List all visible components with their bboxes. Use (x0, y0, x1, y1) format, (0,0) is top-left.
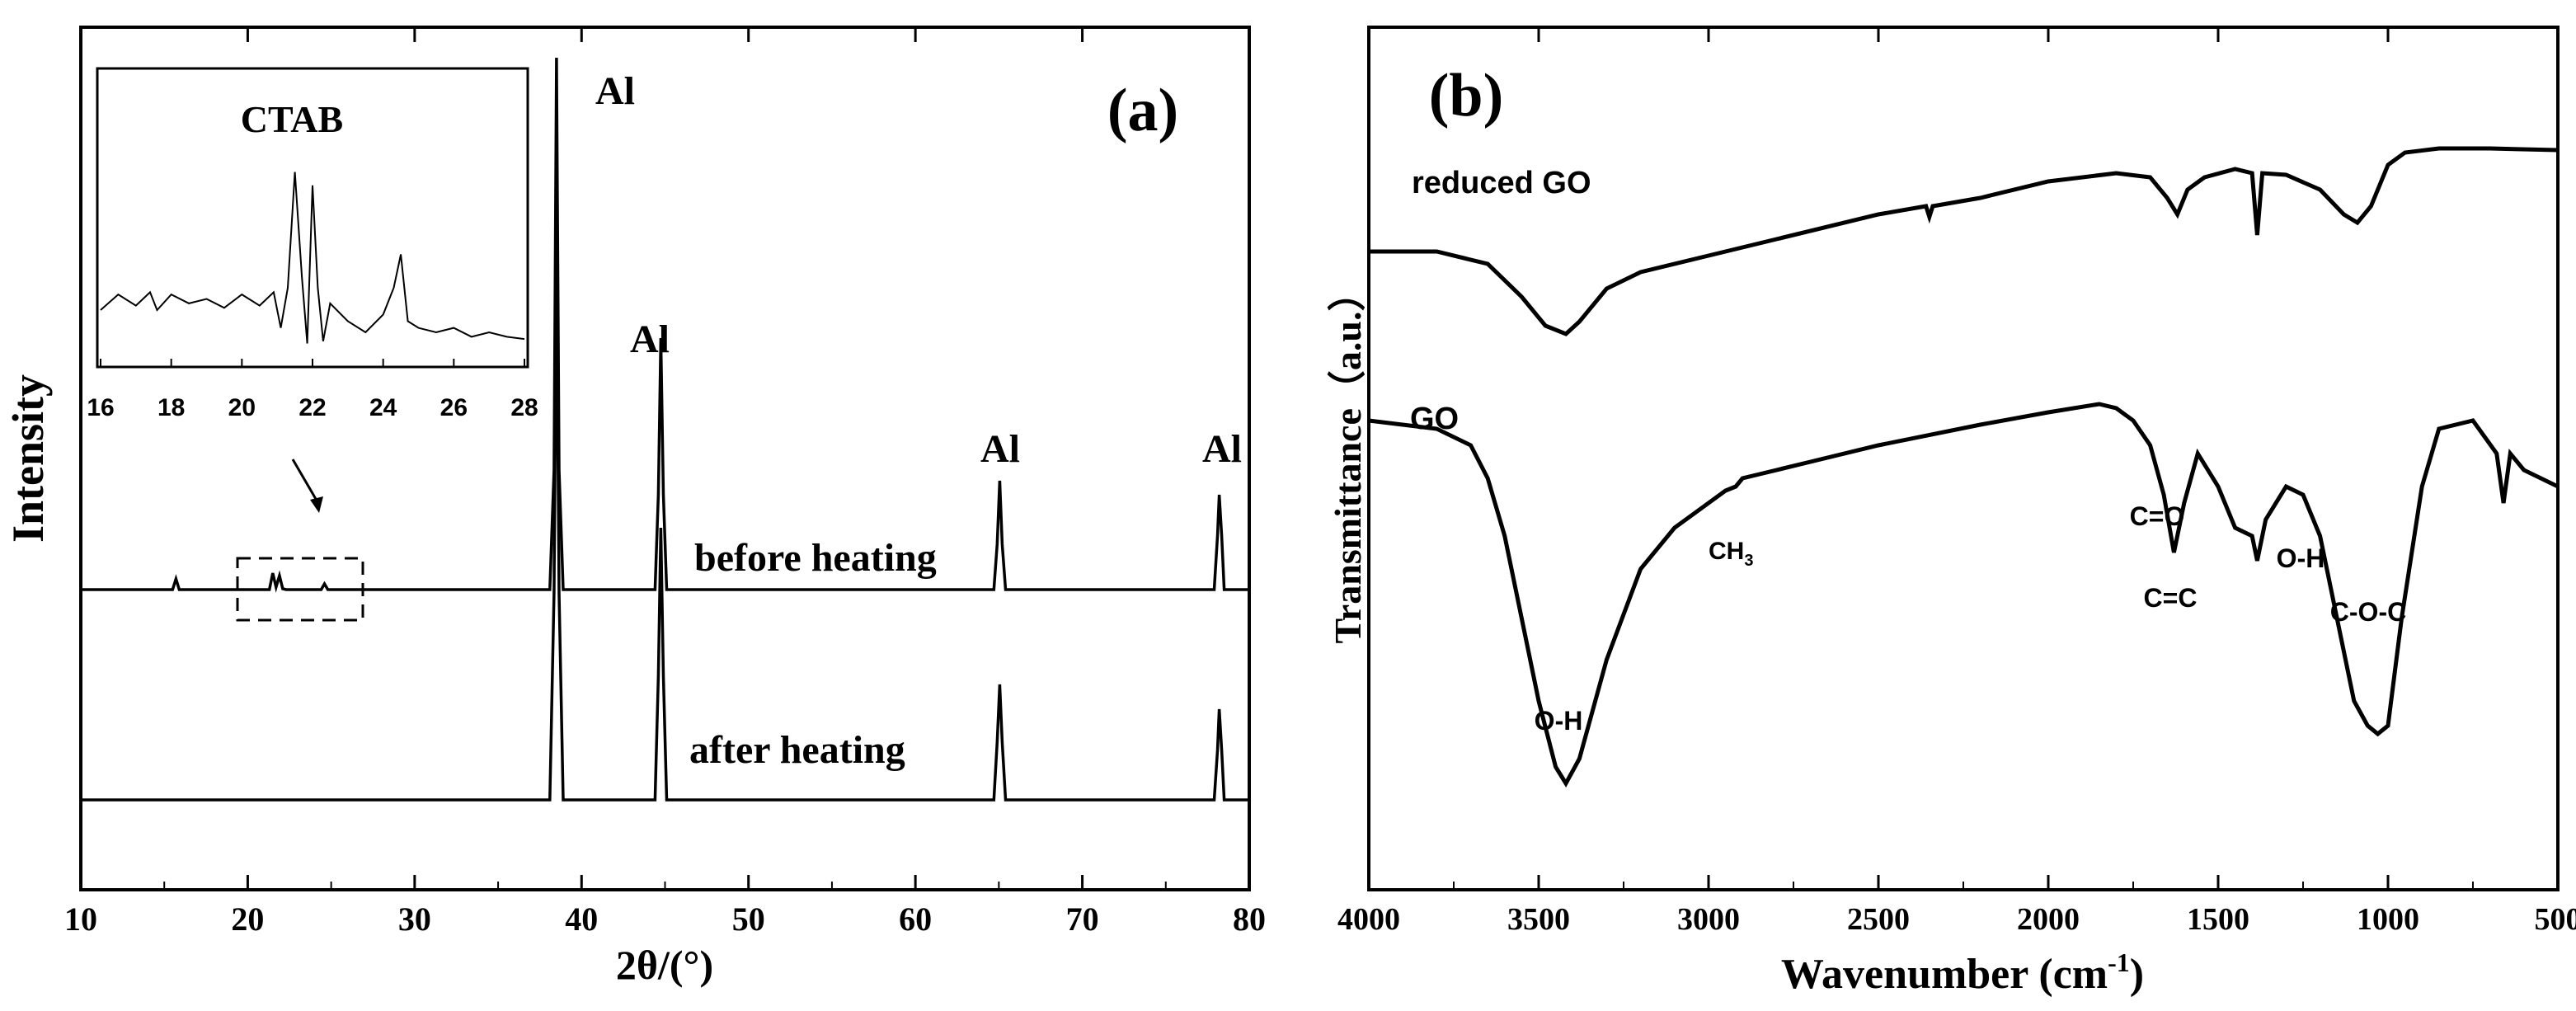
series-after-heating-line (81, 263, 1249, 802)
x-tick-label: 1000 (2357, 902, 2419, 937)
inset-frame (96, 67, 529, 369)
x-tick-label: 50 (732, 900, 765, 938)
inset-x-tick-label: 26 (440, 394, 468, 421)
series-label-after-heating: after heating (689, 728, 905, 772)
band-label-ch3-subscript: 3 (1744, 552, 1753, 570)
x-tick-label: 2000 (2017, 902, 2080, 937)
panel-b-x-axis-label-superscript: -1 (2108, 948, 2130, 977)
inset-x-tick-label: 18 (157, 394, 185, 421)
inset-x-tick-label: 16 (87, 394, 114, 421)
x-tick-label: 10 (64, 900, 97, 938)
inset-x-tick-label: 24 (369, 394, 397, 421)
series-go-line (1368, 402, 2560, 788)
panel-b-frame (1367, 26, 2560, 891)
x-tick-label: 60 (899, 900, 932, 938)
inset-pointer-arrowhead (310, 496, 323, 513)
x-tick-label: 500 (2535, 902, 2576, 937)
peak-label-al-65: Al (980, 427, 1020, 471)
peak-label-al-45: Al (630, 317, 670, 361)
inset-x-axis-ticks: 16 18 20 22 24 26 28 (87, 359, 538, 421)
peak-label-al-78: Al (1202, 427, 1242, 471)
x-tick-label: 2500 (1847, 902, 1910, 937)
band-label-c-double-o: C=O (2130, 501, 2185, 531)
series-label-reduced-go: reduced GO (1412, 166, 1591, 200)
band-label-c-double-c: C=C (2144, 583, 2198, 613)
band-label-ch3-text: CH (1709, 538, 1744, 565)
x-tick-label: 80 (1233, 900, 1266, 938)
series-label-go: GO (1410, 402, 1459, 436)
panel-a-y-axis-label: Intensity (3, 374, 53, 543)
inset-x-tick-label: 20 (228, 394, 256, 421)
band-label-c-o-c: C-O-C (2330, 597, 2406, 627)
inset-ctab-line (100, 172, 525, 344)
inset-x-tick-label: 22 (298, 394, 326, 421)
panel-a: 10 20 30 40 50 60 70 80 2θ/(°) Intensity (a) Al… (3, 26, 1266, 988)
x-tick-label: 30 (398, 900, 431, 938)
inset-x-tick-label: 28 (510, 394, 538, 421)
panel-a-x-axis-label: 2θ/(°) (616, 942, 713, 988)
panel-b-x-axis-label: Wavenumber (cm-1) (1781, 948, 2144, 998)
panel-b-y-axis-label: Transmittance（a.u.） (1327, 274, 1369, 644)
band-label-oh-3420: O-H (1535, 706, 1583, 736)
band-label-oh-1385: O-H (2277, 543, 2325, 573)
panel-a-label: (a) (1107, 77, 1178, 144)
inset-region-box (236, 557, 364, 622)
panel-b-x-axis-label-end: ) (2130, 951, 2144, 998)
x-tick-label: 1500 (2187, 902, 2249, 937)
panel-b-label: (b) (1429, 62, 1503, 129)
peak-label-al-38: Al (595, 69, 635, 113)
x-tick-label: 40 (565, 900, 598, 938)
x-tick-label: 4000 (1337, 902, 1400, 937)
x-tick-label: 70 (1066, 900, 1099, 938)
series-label-before-heating: before heating (694, 536, 937, 580)
band-label-ch3: CH3 (1709, 538, 1753, 570)
panel-b-x-axis-label-text: Wavenumber (cm (1781, 951, 2108, 998)
series-reduced-go-line (1369, 146, 2559, 336)
x-tick-label: 3000 (1677, 902, 1740, 937)
inset-ctab: CTAB 16 18 20 22 24 26 28 (87, 67, 538, 421)
x-tick-label: 3500 (1507, 902, 1570, 937)
panel-a-x-axis-ticks: 10 20 30 40 50 60 70 80 (64, 27, 1266, 938)
x-tick-label: 20 (231, 900, 264, 938)
inset-pointer-arrow (291, 458, 321, 506)
panel-b-x-axis-ticks: 4000 3500 3000 2500 2000 1500 1000 500 (1337, 27, 2576, 937)
inset-title: CTAB (241, 98, 343, 140)
panel-b: 4000 3500 3000 2500 2000 1500 1000 500 Wavenumb… (1327, 26, 2576, 998)
